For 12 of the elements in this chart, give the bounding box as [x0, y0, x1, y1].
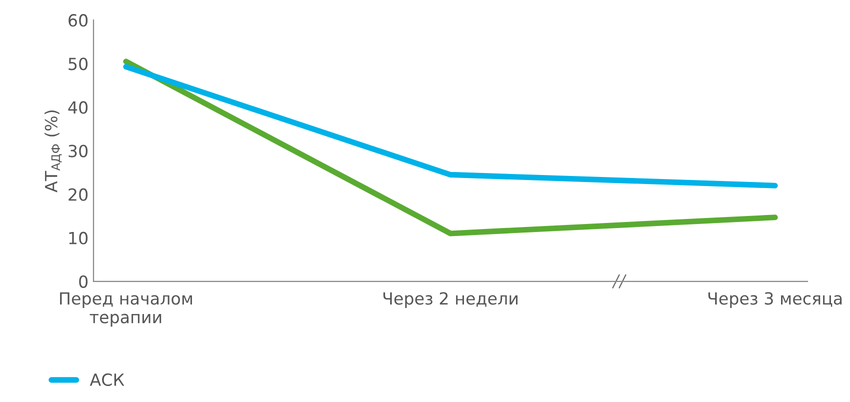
y-axis-title: AT$_{АДФ}$ (%) — [44, 110, 62, 192]
x-tick-label: Через 2 недели — [383, 292, 518, 308]
y-tick-label: 30 — [68, 144, 88, 158]
y-tick-label: 60 — [68, 14, 88, 27]
y-tick-label: 50 — [68, 58, 88, 70]
x-tick-label: Перед началом терапии — [60, 292, 192, 327]
y-tick-label: 20 — [68, 188, 88, 201]
x-tick-label: Через 3 месяца — [708, 292, 842, 308]
y-tick-label: 0 — [79, 275, 88, 288]
legend-label: АСК — [90, 373, 124, 386]
y-tick-label: 10 — [69, 232, 88, 244]
y-tick-label: 40 — [68, 101, 88, 114]
